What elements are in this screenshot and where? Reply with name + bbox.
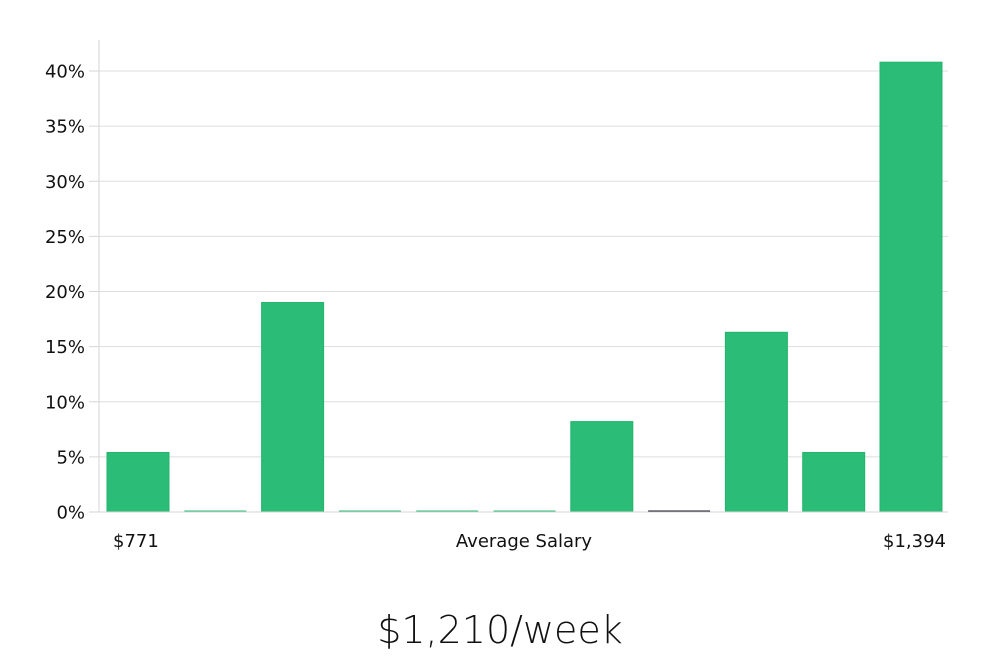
bar[interactable] bbox=[106, 451, 170, 513]
x-axis-max-label: $1,394 bbox=[883, 531, 946, 552]
bar[interactable] bbox=[724, 331, 788, 513]
x-axis-min-label: $771 bbox=[113, 531, 159, 552]
y-axis-ticks: 0% 5% 10% 15% 20% 25% 30% 35% 40% bbox=[45, 62, 99, 524]
bar[interactable] bbox=[802, 451, 866, 513]
gridlines bbox=[99, 70, 948, 458]
bar[interactable] bbox=[570, 421, 634, 513]
bars bbox=[106, 61, 943, 513]
bar[interactable] bbox=[184, 510, 247, 513]
y-tick-label: 20% bbox=[45, 282, 85, 303]
bar[interactable] bbox=[648, 510, 711, 513]
bar[interactable] bbox=[493, 510, 556, 513]
salary-distribution-chart: 0% 5% 10% 15% 20% 25% 30% 35% 40% $771 Average S… bbox=[45, 40, 948, 552]
bar[interactable] bbox=[338, 510, 401, 513]
y-tick-label: 35% bbox=[45, 117, 85, 138]
y-tick-label: 5% bbox=[56, 447, 85, 468]
bar[interactable] bbox=[416, 510, 479, 513]
y-tick-label: 0% bbox=[56, 503, 85, 524]
x-axis-title: Average Salary bbox=[456, 531, 593, 552]
y-tick-label: 25% bbox=[45, 227, 85, 248]
bar[interactable] bbox=[879, 61, 943, 513]
y-tick-label: 10% bbox=[45, 392, 85, 413]
average-salary-summary: $1,210/week bbox=[377, 608, 623, 652]
y-tick-label: 30% bbox=[45, 172, 85, 193]
y-tick-label: 40% bbox=[45, 62, 85, 83]
bar[interactable] bbox=[261, 302, 325, 513]
y-tick-label: 15% bbox=[45, 337, 85, 358]
